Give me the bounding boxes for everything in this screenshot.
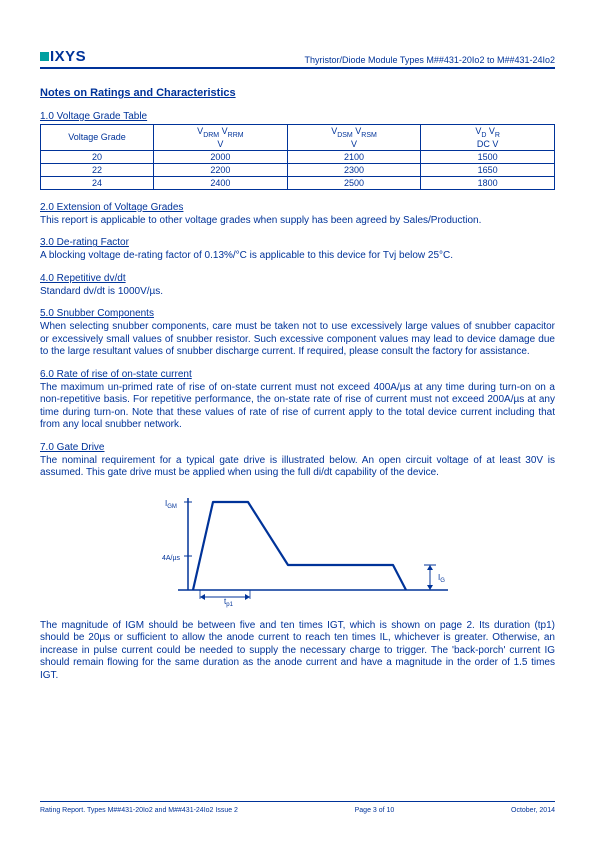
footer-rule xyxy=(40,801,555,802)
col-vdrm: VDRM VRRMV xyxy=(154,125,288,151)
gate-drive-diagram: IGM 4A/µs tp1 IG xyxy=(138,490,458,610)
col-voltage-grade: Voltage Grade xyxy=(41,125,154,151)
svg-text:tp1: tp1 xyxy=(224,597,234,608)
page-footer: Rating Report. Types M##431-20Io2 and M#… xyxy=(40,807,555,814)
footer-center: Page 3 of 10 xyxy=(355,807,395,814)
header-rule xyxy=(40,67,555,69)
svg-text:IGM: IGM xyxy=(165,499,177,510)
logo-text: IXYS xyxy=(50,48,86,65)
sec2-body: This report is applicable to other volta… xyxy=(40,215,555,228)
sec4-body: Standard dv/dt is 1000V/µs. xyxy=(40,286,555,299)
sec3-heading: 3.0 De-rating Factor xyxy=(40,237,555,248)
footer-right: October, 2014 xyxy=(511,807,555,814)
sec6-body: The maximum un-primed rate of rise of on… xyxy=(40,382,555,432)
sec6-heading: 6.0 Rate of rise of on-state current xyxy=(40,369,555,380)
sec3-body: A blocking voltage de-rating factor of 0… xyxy=(40,250,555,263)
footer-left: Rating Report. Types M##431-20Io2 and M#… xyxy=(40,807,238,814)
table-row: 24 2400 2500 1800 xyxy=(41,176,555,189)
svg-text:IG: IG xyxy=(438,573,445,584)
sec7-followup: The magnitude of IGM should be between f… xyxy=(40,620,555,683)
sec7-body: The nominal requirement for a typical ga… xyxy=(40,455,555,480)
sec2-heading: 2.0 Extension of Voltage Grades xyxy=(40,202,555,213)
table-header-row: Voltage Grade VDRM VRRMV VDSM VRSMV VD V… xyxy=(41,125,555,151)
sec7-heading: 7.0 Gate Drive xyxy=(40,442,555,453)
ixys-logo: IXYS xyxy=(40,48,86,65)
sec5-body: When selecting snubber components, care … xyxy=(40,321,555,359)
header-doc-type: Thyristor/Diode Module Types M##431-20Io… xyxy=(305,55,555,65)
page-header: IXYS Thyristor/Diode Module Types M##431… xyxy=(40,48,555,65)
sec1-heading: 1.0 Voltage Grade Table xyxy=(40,111,555,122)
sec4-heading: 4.0 Repetitive dv/dt xyxy=(40,273,555,284)
voltage-grade-table: Voltage Grade VDRM VRRMV VDSM VRSMV VD V… xyxy=(40,124,555,190)
table-row: 22 2200 2300 1650 xyxy=(41,163,555,176)
col-vdsm: VDSM VRSMV xyxy=(287,125,421,151)
sec5-heading: 5.0 Snubber Components xyxy=(40,308,555,319)
table-row: 20 2000 2100 1500 xyxy=(41,150,555,163)
logo-square-icon xyxy=(40,52,49,61)
col-vd: VD VRDC V xyxy=(421,125,555,151)
svg-text:4A/µs: 4A/µs xyxy=(162,555,181,562)
page-title: Notes on Ratings and Characteristics xyxy=(40,87,555,99)
